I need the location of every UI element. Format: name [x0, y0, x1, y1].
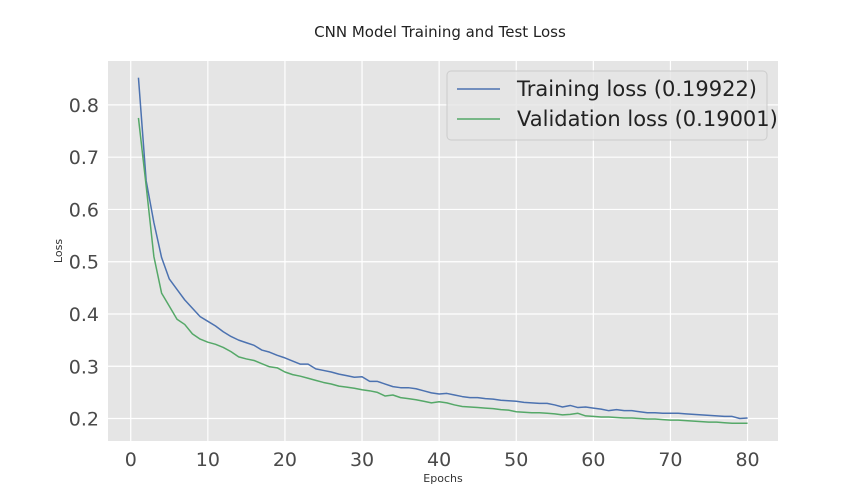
y-tick-label: 0.6: [69, 199, 99, 221]
x-tick-label: 50: [504, 449, 528, 471]
x-tick-label: 60: [581, 449, 605, 471]
x-tick-label: 80: [735, 449, 759, 471]
legend-label-validation: Validation loss (0.19001): [517, 107, 778, 131]
y-tick-label: 0.2: [69, 409, 99, 431]
legend: Training loss (0.19922) Validation loss …: [446, 70, 778, 141]
validation-loss-line: [137, 117, 748, 424]
y-tick-label: 0.8: [69, 95, 99, 117]
y-tick-labels: 0.2 0.3 0.4 0.5 0.6 0.7 0.8: [69, 95, 99, 431]
y-tick-label: 0.5: [69, 252, 99, 274]
x-tick-label: 10: [196, 449, 220, 471]
series-layer: [137, 77, 748, 424]
x-tick-label: 70: [658, 449, 682, 471]
legend-box: [446, 70, 768, 141]
y-tick-label: 0.4: [69, 304, 99, 326]
y-axis-label: Loss: [52, 239, 65, 263]
x-tick-label: 0: [125, 449, 137, 471]
training-loss-line: [137, 77, 748, 420]
y-tick-label: 0.3: [69, 356, 99, 378]
legend-label-training: Training loss (0.19922): [516, 77, 757, 101]
x-axis-label: Epochs: [423, 472, 463, 485]
chart-title: CNN Model Training and Test Loss: [314, 23, 566, 41]
x-tick-labels: 0 10 20 30 40 50 60 70 80: [125, 449, 760, 471]
y-tick-label: 0.7: [69, 147, 99, 169]
x-tick-label: 30: [350, 449, 374, 471]
x-tick-label: 20: [273, 449, 297, 471]
x-tick-label: 40: [427, 449, 451, 471]
